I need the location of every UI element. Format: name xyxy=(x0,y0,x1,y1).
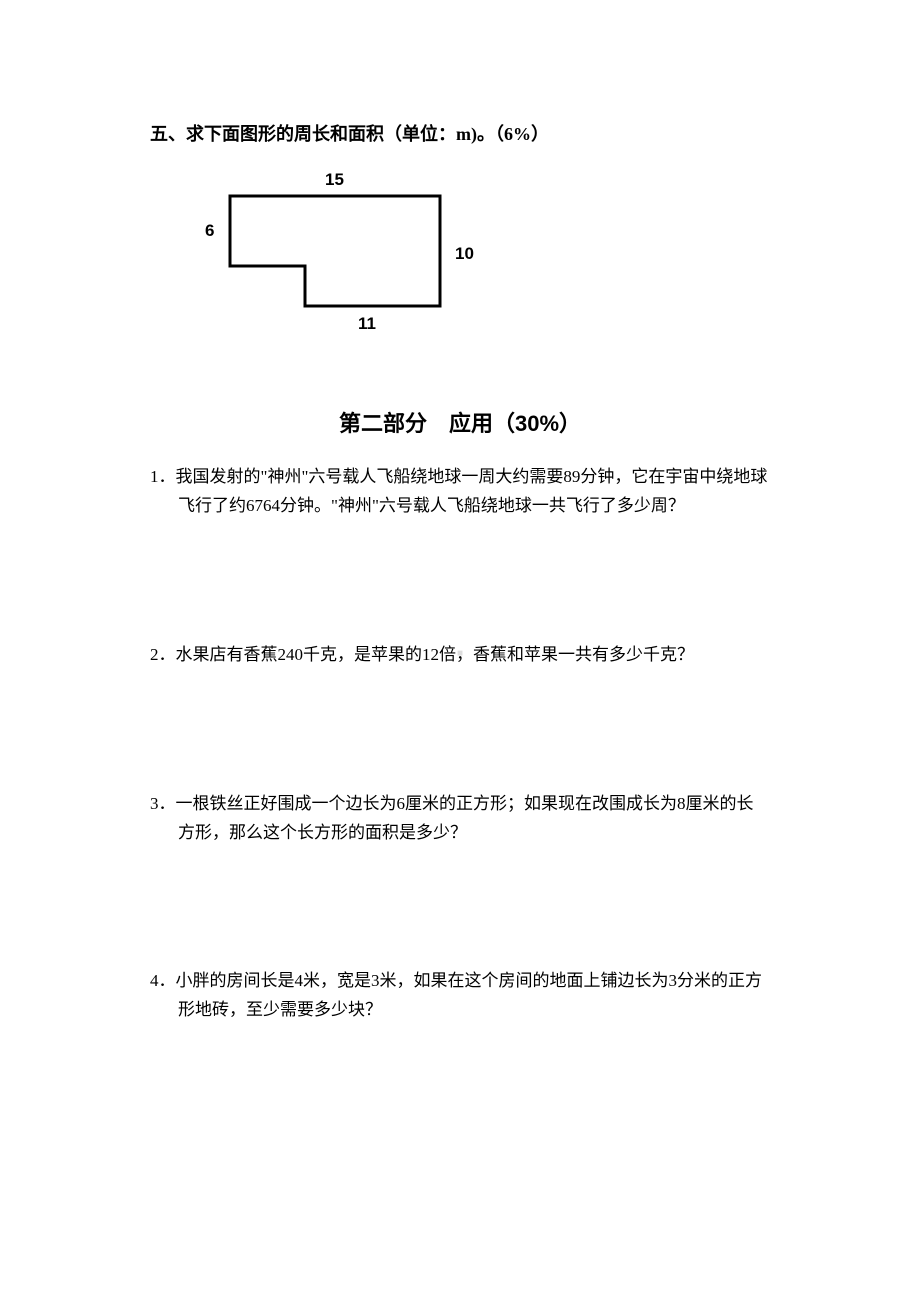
label-bottom: 11 xyxy=(358,314,376,334)
part-2-title: 第二部分 应用（30%） xyxy=(150,406,770,438)
question-3: 3．一根铁丝正好围成一个边长为6厘米的正方形；如果现在改围成长为8厘米的长方形，… xyxy=(150,790,770,848)
geometry-diagram: 15 6 10 11 xyxy=(170,166,510,346)
label-right: 10 xyxy=(455,244,474,264)
question-4: 4．小胖的房间长是4米，宽是3米，如果在这个房间的地面上铺边长为3分米的正方形地… xyxy=(150,967,770,1025)
section-5-heading: 五、求下面图形的周长和面积（单位：m)。（6%） xyxy=(150,120,770,146)
question-1: 1．我国发射的"神州"六号载人飞船绕地球一周大约需要89分钟，它在宇宙中绕地球飞… xyxy=(150,463,770,521)
label-left: 6 xyxy=(205,221,214,241)
l-shape-polygon xyxy=(230,196,440,306)
label-top: 15 xyxy=(325,170,344,190)
watermark: ■ xyxy=(457,648,463,659)
